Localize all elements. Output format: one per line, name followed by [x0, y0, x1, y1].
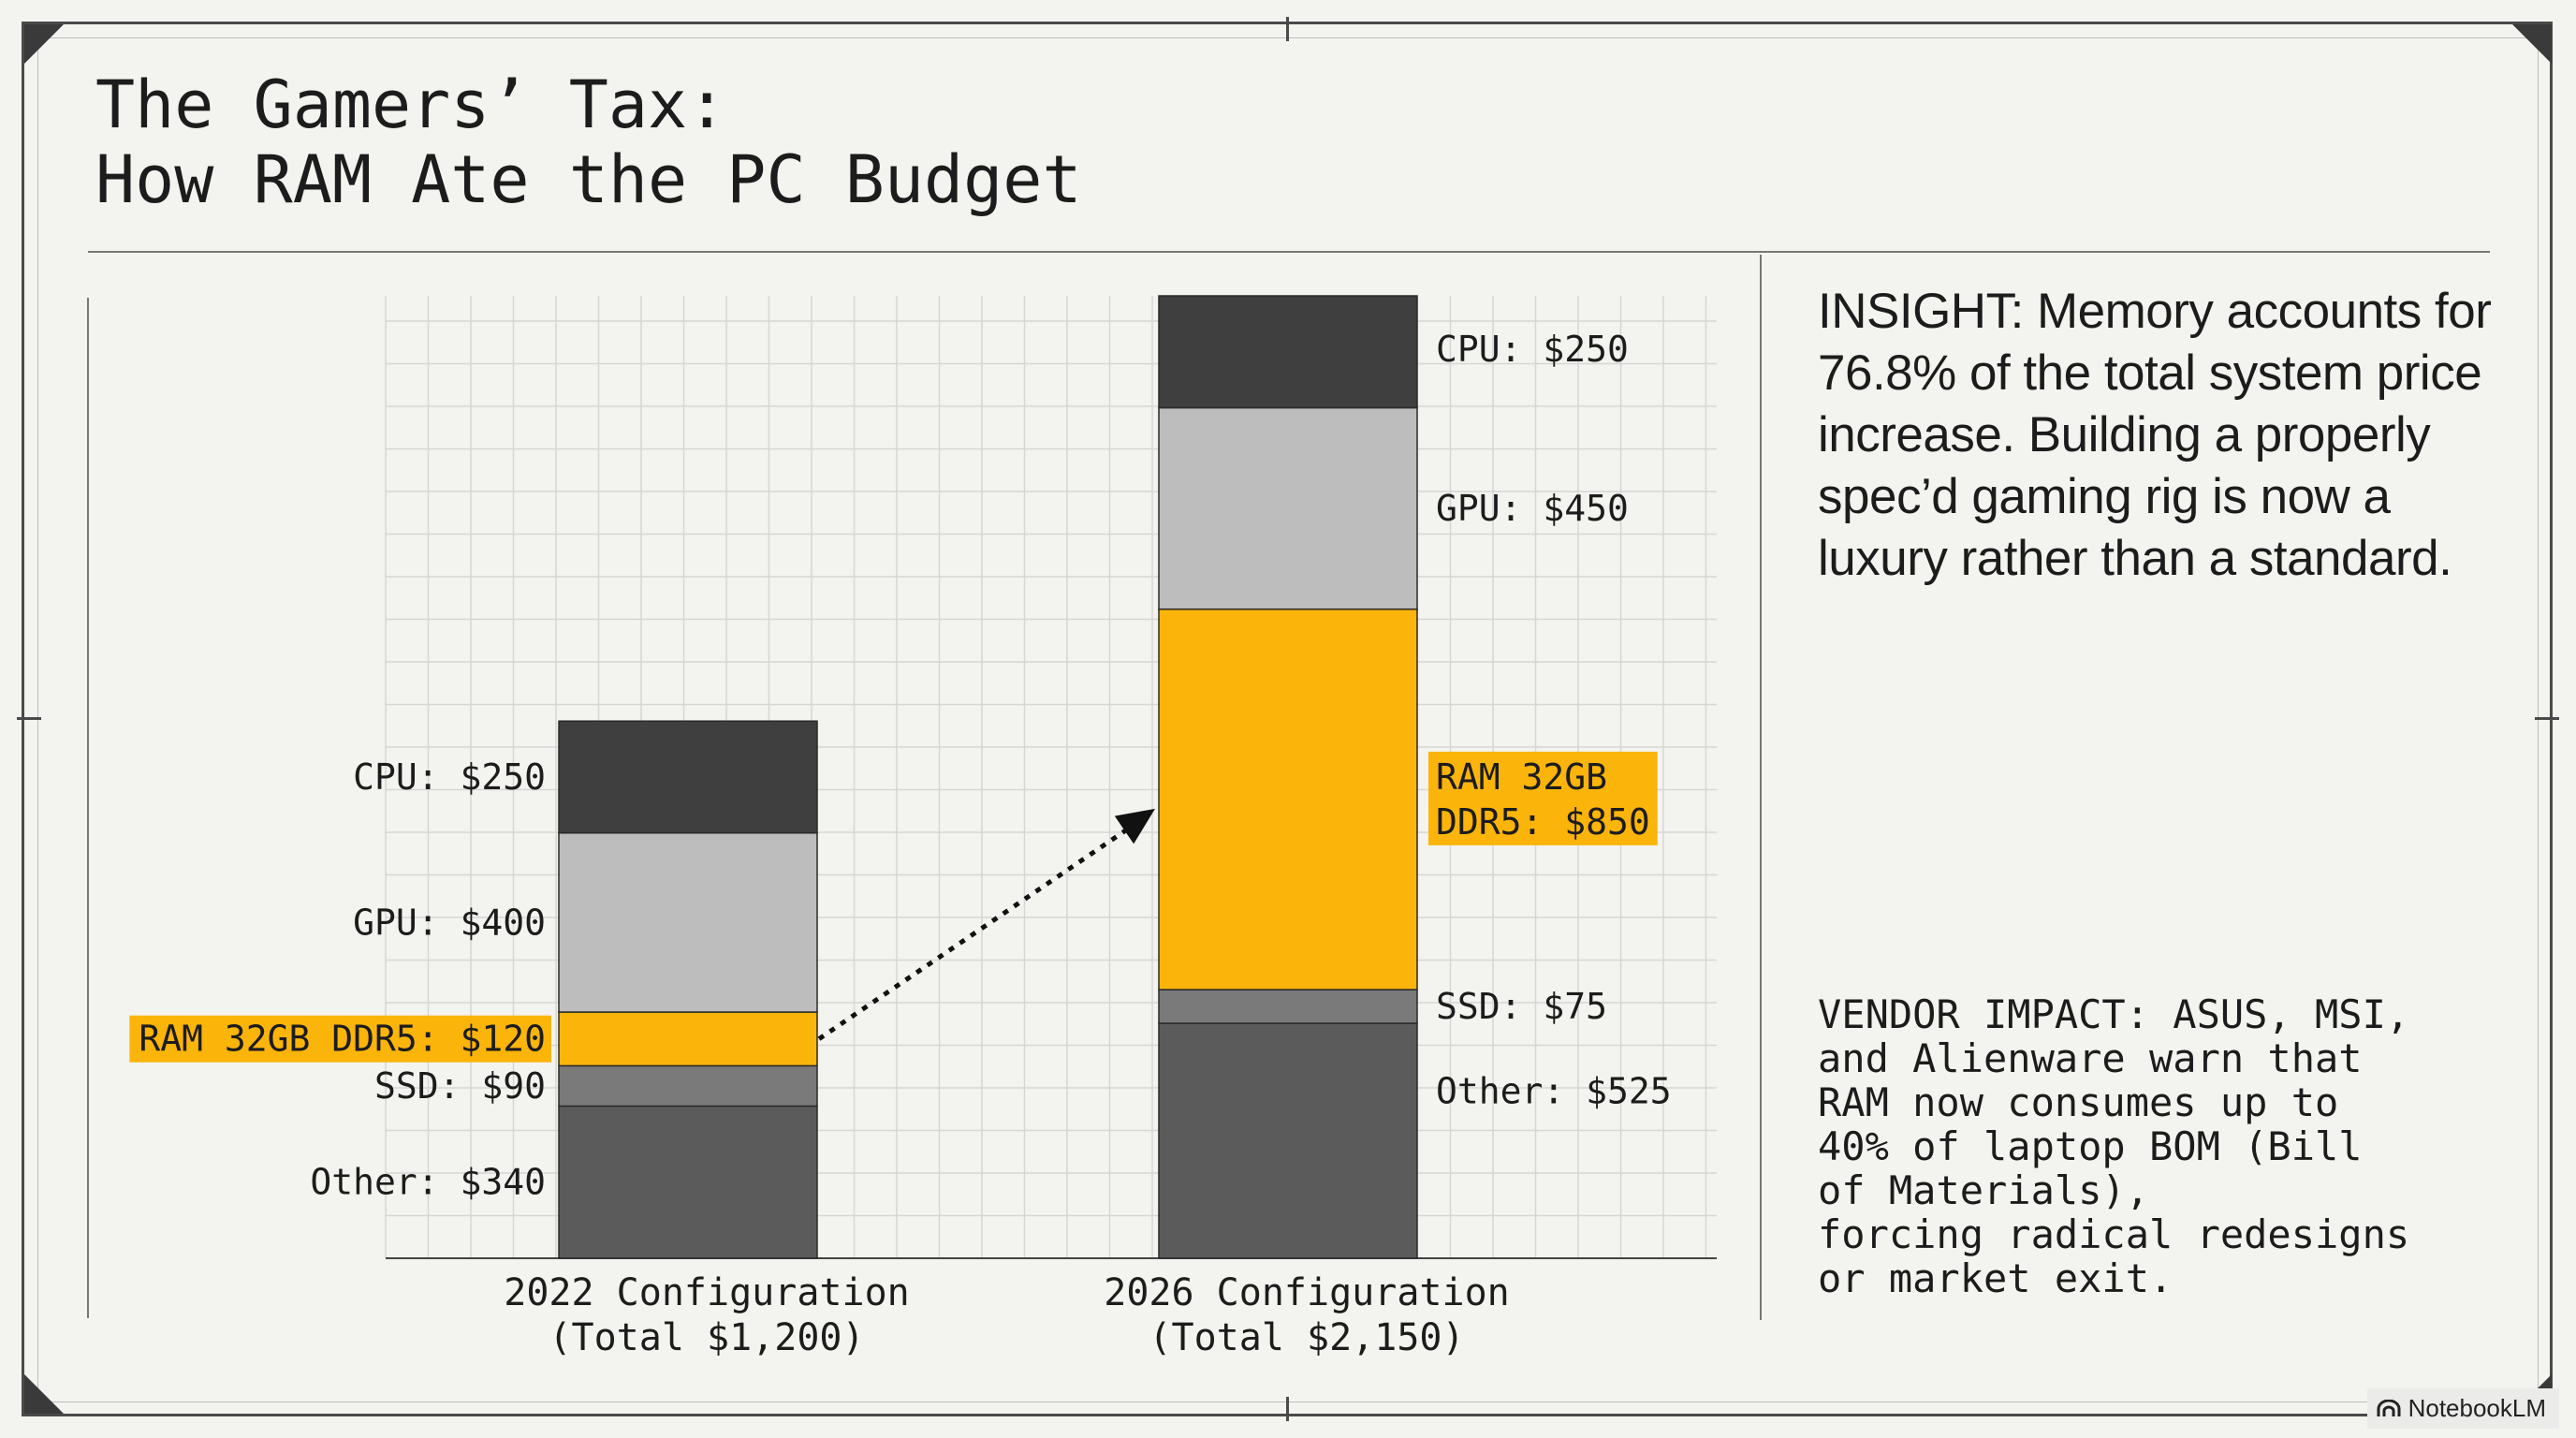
segment-label-other-1: Other: $525 [1436, 1070, 1672, 1111]
ram-increase-arrow-line [817, 819, 1140, 1041]
segment-label-other-0: Other: $340 [310, 1162, 546, 1203]
vendor-impact-text: VENDOR IMPACT: ASUS, MSI, and Alienware … [1818, 991, 2410, 1301]
page-title: The Gamers’ Tax: How RAM Ate the PC Budg… [95, 67, 1082, 217]
frame-tick-left [17, 717, 41, 720]
ram-increase-arrow-head [1114, 808, 1155, 844]
segment-label-ram-1: RAM 32GB DDR5: $850 [1436, 756, 1650, 843]
corner-marker-top-right [2512, 24, 2552, 64]
x-tick-label-0: 2022 Configuration (Total $1,200) [504, 1271, 909, 1359]
segment-label-gpu-0: GPU: $400 [353, 902, 546, 943]
bar-segment-gpu-0 [558, 832, 818, 1013]
corner-marker-bottom-left [24, 1374, 64, 1414]
insight-text: INSIGHT: Memory accounts for 76.8% of th… [1818, 284, 2492, 586]
ram-label-highlight-0 [129, 1015, 551, 1063]
segment-label-ssd-1: SSD: $75 [1436, 986, 1607, 1027]
title-line-1: The Gamers’ Tax: [95, 66, 727, 143]
chart-labels: 2022 Configuration (Total $1,200) 2026 Con… [129, 329, 1672, 1359]
frame-tick-right [2535, 717, 2559, 720]
frame-tick-top [1286, 17, 1289, 41]
corner-marker-top-left [24, 24, 64, 64]
chart-bars [558, 295, 1418, 1259]
bar-segment-other-0 [558, 1105, 818, 1259]
x-tick-label-1: 2026 Configuration (Total $2,150) [1104, 1271, 1509, 1359]
segment-label-ssd-0: SSD: $90 [374, 1065, 546, 1107]
chart-left-rule [87, 298, 89, 1318]
segment-label-ram-0: RAM 32GB DDR5: $120 [139, 1019, 546, 1060]
bar-segment-cpu-0 [558, 720, 818, 834]
bar-segment-ssd-0 [558, 1064, 818, 1108]
segment-label-cpu-1: CPU: $250 [1436, 329, 1629, 370]
bar-segment-ssd-1 [1158, 989, 1418, 1024]
notebooklm-logo-icon [2377, 1399, 2401, 1416]
bar-segment-ram-1 [1158, 608, 1418, 990]
ram-label-highlight-1 [1428, 751, 1658, 845]
header-divider [88, 251, 2490, 253]
badge-label: NotebookLM [2408, 1394, 2546, 1422]
bar-segment-other-1 [1158, 1022, 1418, 1259]
frame-tick-bottom [1286, 1397, 1289, 1421]
bar-segment-cpu-1 [1158, 295, 1418, 409]
bar-segment-ram-0 [558, 1011, 818, 1067]
notebooklm-badge: NotebookLM [2366, 1388, 2559, 1429]
segment-label-cpu-0: CPU: $250 [353, 756, 546, 798]
segment-label-gpu-1: GPU: $450 [1436, 488, 1629, 529]
bar-segment-gpu-1 [1158, 406, 1418, 610]
column-divider [1760, 255, 1762, 1320]
title-line-2: How RAM Ate the PC Budget [95, 141, 1082, 218]
